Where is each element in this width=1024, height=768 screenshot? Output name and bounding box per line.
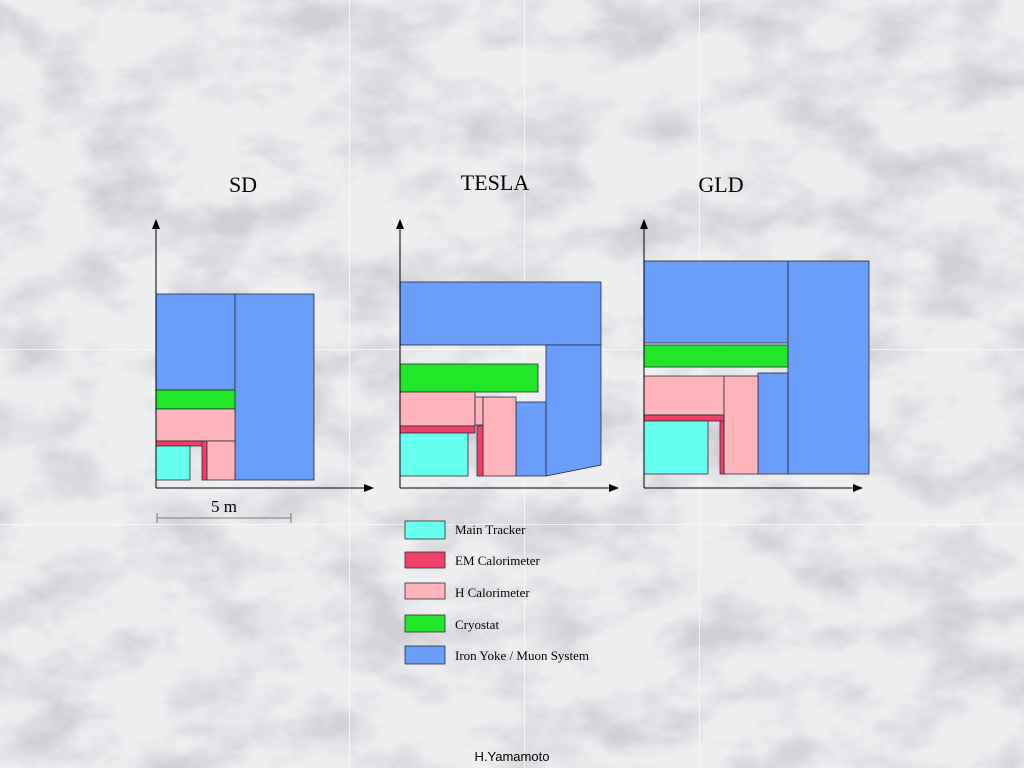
- scale-bar: [156, 513, 292, 523]
- tesla-h-calorimeter-barrel: [482, 396, 517, 477]
- legend-swatch-em-calorimeter: [404, 551, 446, 569]
- author-credit: H.Yamamoto: [474, 749, 550, 764]
- sd-main-tracker: [155, 445, 191, 481]
- tesla-title: TESLA: [461, 170, 530, 195]
- gld-h-calorimeter-endcap: [643, 375, 725, 416]
- gld-detector: [643, 260, 870, 475]
- legend: Main Tracker EM Calorimeter H Calorimete…: [404, 520, 589, 665]
- gld-em-calorimeter-barrel: [719, 420, 725, 475]
- gld-iron-yoke-inner: [757, 372, 789, 475]
- legend-label-em-calorimeter: EM Calorimeter: [455, 553, 541, 568]
- scale-label: 5 m: [211, 497, 237, 516]
- tesla-iron-yoke-inner: [515, 401, 547, 477]
- sd-iron-yoke-barrel: [234, 293, 315, 481]
- sd-title: SD: [229, 172, 257, 197]
- tesla-main-tracker: [399, 432, 469, 477]
- sd-detector: [155, 293, 315, 481]
- tesla-h-calorimeter-gap: [474, 396, 484, 426]
- legend-swatch-main-tracker: [404, 520, 446, 540]
- gld-cryostat: [643, 344, 789, 368]
- legend-swatch-cryostat: [404, 614, 446, 633]
- legend-swatch-h-calorimeter: [404, 582, 446, 600]
- legend-label-iron-yoke: Iron Yoke / Muon System: [455, 648, 589, 663]
- tesla-detector: [399, 281, 602, 477]
- sd-h-calorimeter-endcap: [155, 408, 236, 442]
- tesla-cryostat: [399, 363, 539, 393]
- sd-iron-yoke-endcap: [155, 293, 236, 391]
- sd-h-calorimeter-barrel: [206, 440, 236, 481]
- tesla-iron-yoke-endcap: [399, 281, 602, 346]
- legend-label-main-tracker: Main Tracker: [455, 522, 526, 537]
- gld-em-calorimeter-endcap: [643, 414, 725, 422]
- tesla-em-calorimeter-barrel: [476, 425, 484, 477]
- sd-em-calorimeter-endcap: [155, 440, 207, 447]
- legend-swatch-iron-yoke: [404, 645, 446, 665]
- tesla-em-calorimeter-endcap: [399, 425, 476, 434]
- gld-iron-yoke-barrel: [787, 260, 870, 475]
- gld-main-tracker: [643, 420, 709, 475]
- gld-iron-yoke-endcap: [643, 260, 789, 344]
- tesla-h-calorimeter-endcap: [399, 391, 476, 427]
- legend-label-cryostat: Cryostat: [455, 617, 499, 632]
- tesla-iron-yoke-barrel: [545, 344, 602, 477]
- gld-h-calorimeter-barrel: [723, 375, 759, 475]
- sd-em-calorimeter-barrel: [201, 440, 208, 481]
- sd-cryostat: [155, 389, 236, 410]
- legend-label-h-calorimeter: H Calorimeter: [455, 585, 530, 600]
- gld-title: GLD: [698, 172, 743, 197]
